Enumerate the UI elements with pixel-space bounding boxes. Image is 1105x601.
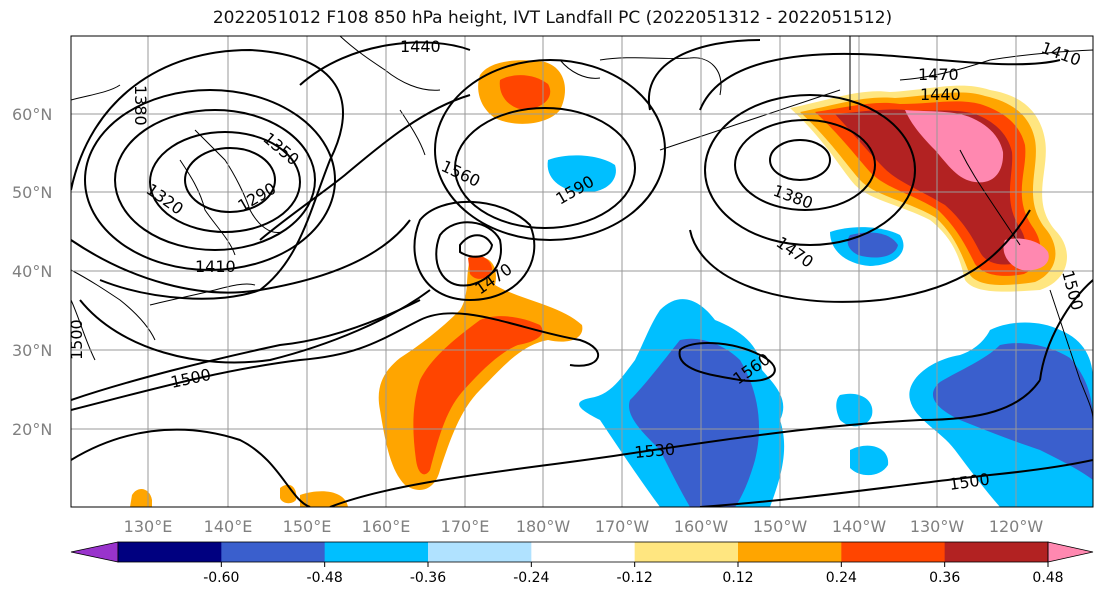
height-contours <box>71 39 1093 507</box>
colorbar-tick-label: -0.60 <box>203 570 239 586</box>
colorbar-arrow-min <box>70 541 119 563</box>
lat-label: 60°N <box>12 105 52 124</box>
contour-label: 1410 <box>195 257 236 276</box>
colorbar-bin <box>738 542 842 562</box>
colorbar-tick-label: -0.24 <box>513 570 549 586</box>
colorbar-frame <box>117 541 1049 563</box>
lon-label: 160°E <box>362 517 411 536</box>
lat-label: 50°N <box>12 183 52 202</box>
colorbar-tick-label: 0.36 <box>929 570 960 586</box>
colorbar-tick-label: 0.12 <box>722 570 753 586</box>
contour-label: 1530 <box>634 440 676 462</box>
lon-label: 180°W <box>516 517 571 536</box>
colorbar-bin <box>841 542 946 562</box>
lon-label: 140°W <box>832 517 887 536</box>
lat-label: 30°N <box>12 341 52 360</box>
colorbar-bin <box>634 542 739 562</box>
colorbar-tick-label: -0.36 <box>410 570 446 586</box>
colorbar-tick-label: -0.48 <box>307 570 343 586</box>
contour-label: 1470 <box>918 65 959 84</box>
lon-label: 160°W <box>674 517 729 536</box>
lon-label: 170°E <box>441 517 490 536</box>
latitude-labels: 60°N 50°N 40°N 30°N 20°N <box>12 105 52 439</box>
colorbar-arrow-max <box>1047 541 1094 563</box>
colorbar-bin <box>531 542 636 562</box>
lon-label: 140°E <box>204 517 253 536</box>
map-title: 2022051012 F108 850 hPa height, IVT Land… <box>212 8 893 28</box>
contour-label: 1440 <box>400 37 441 56</box>
colorbar-tick-label: -0.12 <box>617 570 653 586</box>
colorbar-bin <box>944 542 1049 562</box>
lon-label: 120°W <box>989 517 1044 536</box>
lon-label: 130°W <box>910 517 965 536</box>
lat-label: 20°N <box>12 420 52 439</box>
lon-label: 150°E <box>283 517 332 536</box>
colorbar: -0.60 -0.48 -0.36 -0.24 -0.12 0.12 0.24 0.36 0.4… <box>70 541 1094 586</box>
colorbar-tick-label: 0.24 <box>826 570 857 586</box>
lon-label: 170°W <box>595 517 650 536</box>
lon-label: 150°W <box>753 517 808 536</box>
lat-label: 40°N <box>12 262 52 281</box>
map-frame <box>70 35 1094 508</box>
colorbar-tick-label: 0.48 <box>1032 570 1063 586</box>
colorbar-bin <box>221 542 326 562</box>
colorbar-bin <box>428 542 532 562</box>
contour-label: 1380 <box>131 85 150 126</box>
contour-label: 1500 <box>67 319 86 360</box>
lon-label: 130°E <box>124 517 173 536</box>
colorbar-bin <box>324 542 429 562</box>
colorbar-bin <box>118 542 222 562</box>
longitude-labels: 130°E 140°E 150°E 160°E 170°E 180°W 170°… <box>124 517 1044 536</box>
contour-label: 1440 <box>920 85 961 104</box>
